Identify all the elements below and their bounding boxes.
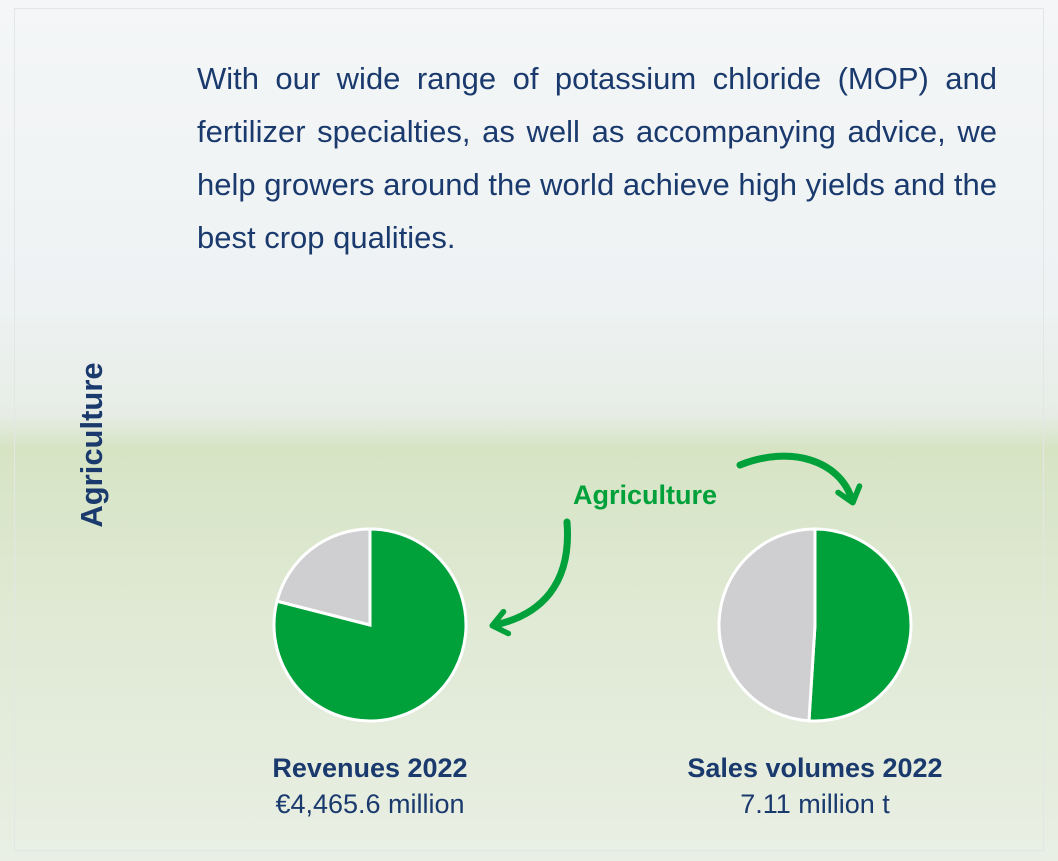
pie-slice — [719, 529, 815, 721]
charts: Agriculture Revenues 2022 €4,465.6 millio… — [0, 0, 1058, 861]
chart-subtitle: 7.11 million t — [740, 789, 890, 819]
slide: Agriculture With our wide range of potas… — [0, 0, 1058, 861]
arrow — [740, 456, 852, 500]
chart-title: Sales volumes 2022 — [687, 753, 942, 783]
arrow — [495, 522, 568, 625]
pie-slice — [809, 529, 911, 721]
chart-subtitle: €4,465.6 million — [275, 789, 464, 819]
chart-title: Revenues 2022 — [272, 753, 467, 783]
annotation: Agriculture — [573, 480, 717, 510]
